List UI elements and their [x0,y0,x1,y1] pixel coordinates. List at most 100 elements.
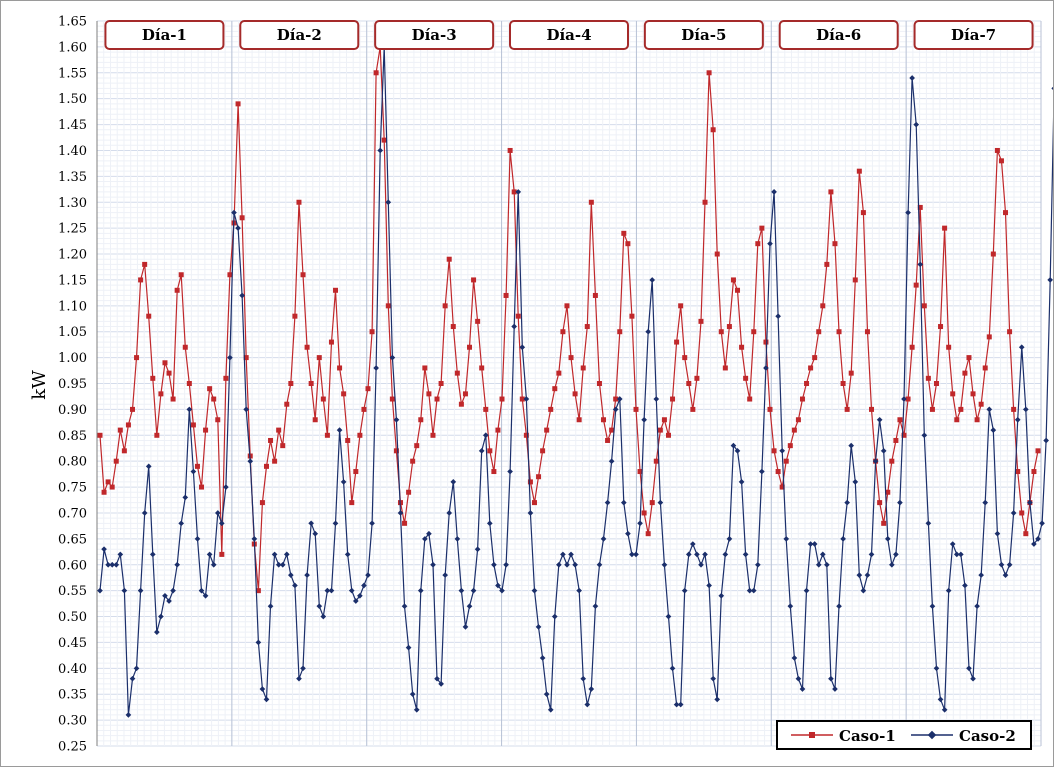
data-point [799,686,806,692]
data-point [255,639,262,646]
legend: Caso-1 Caso-2 [776,720,1032,750]
y-tick-label: 1.60 [58,40,87,55]
data-point [442,303,448,309]
data-point [657,499,664,506]
data-point [231,209,237,216]
data-point [467,344,473,350]
data-point [718,592,725,599]
data-point [702,551,708,558]
y-tick-label: 1.30 [58,196,87,211]
data-point [970,391,976,397]
data-point [539,655,546,661]
y-tick-label: 1.40 [58,144,87,159]
data-point [263,463,269,469]
data-point [811,541,818,547]
data-point [336,427,343,433]
data-point [174,561,181,568]
data-point [722,365,728,371]
data-point [401,603,408,610]
data-point [682,355,688,361]
data-point [531,500,537,506]
data-point [361,582,367,589]
data-point [141,510,148,516]
data-point [450,324,456,330]
data-point [312,530,319,537]
data-point [337,365,343,371]
data-point [438,381,444,386]
data-point [182,344,188,350]
data-point [637,520,643,527]
data-point [1002,572,1009,578]
data-point [710,127,716,133]
data-point [203,427,209,433]
data-point [710,675,717,682]
data-point [479,365,485,371]
data-point [755,241,761,247]
y-tick-label: 0.80 [58,455,87,470]
data-point [580,675,587,682]
data-point [235,101,241,107]
series-layer [97,44,1053,718]
data-point [889,561,895,568]
y-tick-label: 1.00 [58,351,87,366]
data-point [548,406,554,412]
data-point [365,386,371,392]
data-point [434,396,440,402]
data-point [629,313,635,319]
y-tick-label: 1.45 [58,118,87,133]
y-tick-label: 0.70 [58,506,87,521]
data-point [1031,469,1037,475]
y-tick-label: 1.15 [58,273,87,288]
data-point [280,443,286,449]
data-point [133,665,140,672]
data-point [706,70,712,76]
data-point [263,696,270,703]
data-point [755,561,761,568]
data-point [982,499,989,506]
data-point [722,551,729,558]
data-point [678,303,684,309]
data-point [568,551,574,558]
data-point [819,551,826,558]
data-point [945,587,952,594]
data-point [864,572,871,578]
data-point [418,417,424,423]
data-point [815,561,822,568]
day-labels: Día-1 Día-2 Día-3 Día-4 Día-5 Día-6 Día-7 [104,20,1034,50]
data-point [670,396,676,402]
legend-label-caso-1: Caso-1 [839,727,896,745]
data-point [1010,510,1017,516]
data-point [320,396,326,402]
data-point [1011,406,1017,412]
data-point [353,469,359,475]
data-point [771,448,777,454]
data-point [214,510,221,516]
y-tick-label: 1.65 [58,15,87,30]
data-point [422,365,428,371]
data-point [475,318,481,324]
data-point [1014,416,1021,423]
data-point [669,665,676,672]
data-point [199,484,205,490]
data-point [491,469,497,475]
y-tick-label: 1.55 [58,66,87,81]
data-point [198,587,205,594]
y-tick-label: 1.20 [58,248,87,263]
data-point [876,416,883,423]
data-point [775,469,781,475]
data-point [893,551,899,558]
data-point [495,427,501,433]
data-point [483,406,489,412]
data-point [527,479,533,485]
data-point [641,510,647,516]
data-point [584,324,590,330]
data-point [974,417,980,423]
data-point [308,520,314,527]
data-point [121,448,127,454]
data-point [921,303,927,309]
data-point [856,168,862,174]
data-point [218,520,225,527]
data-point [767,406,773,412]
data-point [194,463,200,469]
data-point [158,613,164,620]
